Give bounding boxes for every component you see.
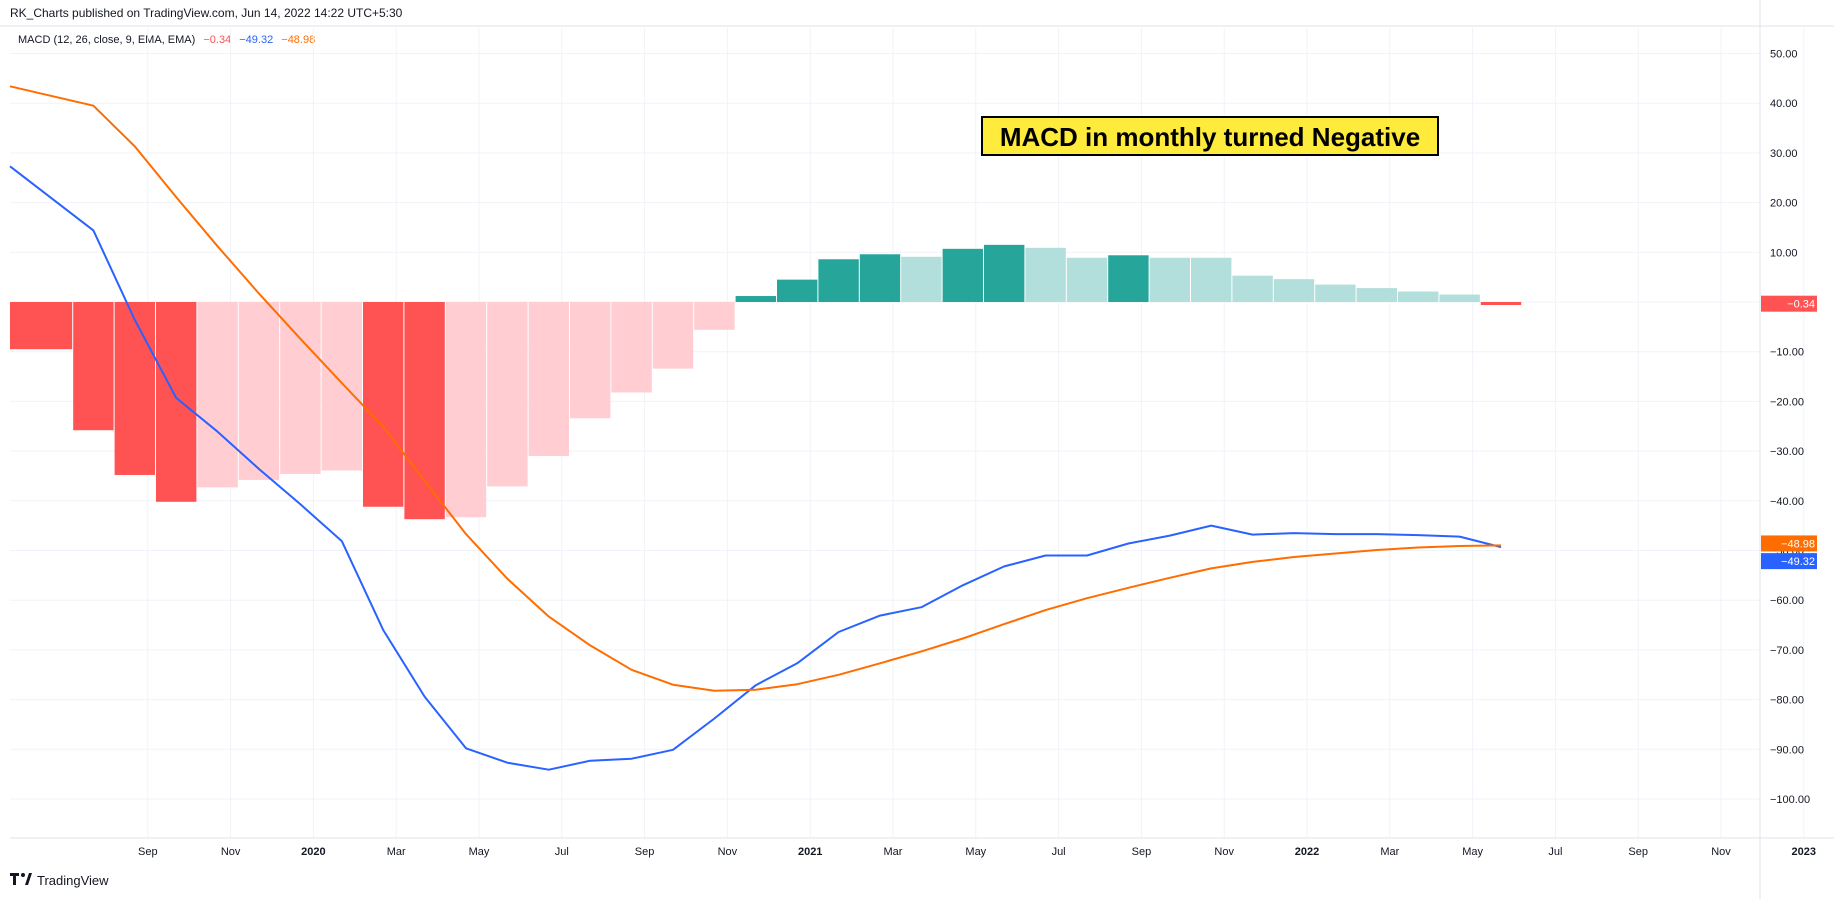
x-tick-label: May bbox=[469, 846, 490, 858]
histogram-bar bbox=[652, 302, 694, 369]
histogram-bar bbox=[942, 248, 983, 302]
y-tick-label: 30.00 bbox=[1770, 148, 1798, 160]
histogram-bar bbox=[1191, 257, 1232, 302]
x-tick-label: 2020 bbox=[301, 846, 325, 858]
y-tick-label: 50.00 bbox=[1770, 49, 1798, 61]
histogram-last-label: −0.34 bbox=[1787, 299, 1815, 311]
x-tick-label: Sep bbox=[635, 846, 655, 858]
x-tick-label: May bbox=[965, 846, 986, 858]
y-tick-label: −10.00 bbox=[1770, 347, 1804, 359]
histogram-bar bbox=[1439, 294, 1480, 302]
histogram-bar bbox=[404, 302, 445, 520]
histogram-bar bbox=[1108, 255, 1149, 302]
x-tick-label: Mar bbox=[884, 846, 903, 858]
indicator-legend: MACD (12, 26, close, 9, EMA, EMA) −0.34 … bbox=[18, 34, 320, 46]
y-tick-label: −100.00 bbox=[1770, 794, 1810, 806]
last-value-labels: −0.34 −48.98 −49.32 bbox=[1761, 295, 1817, 570]
y-tick-label: 40.00 bbox=[1770, 98, 1798, 110]
histogram-bar bbox=[818, 259, 859, 302]
macd-legend-value: −49.32 bbox=[239, 34, 274, 46]
macd-last-label-bg bbox=[1761, 553, 1817, 570]
x-tick-label: 2023 bbox=[1792, 846, 1816, 858]
tradingview-logo-icon bbox=[10, 872, 32, 888]
histogram-bar bbox=[1025, 247, 1066, 302]
y-tick-label: −80.00 bbox=[1770, 695, 1804, 707]
histogram-last-label-bg bbox=[1761, 295, 1817, 312]
x-tick-label: Nov bbox=[1711, 846, 1731, 858]
histogram-bar bbox=[1480, 302, 1522, 305]
histogram-legend-value: −0.34 bbox=[203, 34, 232, 46]
x-tick-label: 2021 bbox=[798, 846, 822, 858]
histogram-bar bbox=[1315, 284, 1356, 302]
signal-last-label: −48.98 bbox=[1781, 538, 1815, 550]
histogram-bar bbox=[238, 302, 280, 480]
publish-header: RK_Charts published on TradingView.com, … bbox=[10, 6, 403, 20]
y-tick-label: −30.00 bbox=[1770, 446, 1804, 458]
y-tick-label: −90.00 bbox=[1770, 744, 1804, 756]
annotation-box bbox=[981, 116, 1439, 156]
macd-line bbox=[9, 165, 1502, 771]
histogram bbox=[10, 244, 1522, 520]
histogram-bar bbox=[73, 302, 114, 431]
y-tick-label: −60.00 bbox=[1770, 595, 1804, 607]
y-tick-label: −40.00 bbox=[1770, 496, 1804, 508]
histogram-bar bbox=[859, 254, 901, 302]
histogram-bar bbox=[487, 302, 528, 487]
histogram-bar bbox=[1398, 291, 1439, 302]
histogram-bar bbox=[1149, 257, 1190, 302]
histogram-bar bbox=[777, 279, 818, 302]
x-tick-label: May bbox=[1462, 846, 1483, 858]
histogram-bar bbox=[114, 302, 155, 475]
x-tick-label: Nov bbox=[1214, 846, 1234, 858]
x-tick-label: Nov bbox=[221, 846, 241, 858]
histogram-bar bbox=[1066, 257, 1108, 302]
histogram-bar bbox=[1232, 275, 1273, 302]
x-tick-label: Mar bbox=[1380, 846, 1399, 858]
histogram-bar bbox=[1273, 279, 1315, 302]
histogram-bar bbox=[570, 302, 611, 419]
histogram-bar bbox=[694, 302, 735, 330]
x-tick-label: Sep bbox=[138, 846, 158, 858]
macd-last-label: −49.32 bbox=[1781, 556, 1815, 568]
histogram-bar bbox=[197, 302, 238, 488]
histogram-bar bbox=[611, 302, 652, 393]
histogram-bar bbox=[735, 296, 776, 302]
footer-brand: TradingView bbox=[37, 872, 109, 888]
x-tick-label: Jul bbox=[1052, 846, 1066, 858]
indicator-name[interactable]: MACD (12, 26, close, 9, EMA, EMA) bbox=[18, 34, 196, 46]
signal-legend-value: −48.98 bbox=[281, 34, 316, 46]
footer: TradingView bbox=[10, 872, 109, 888]
lines bbox=[9, 85, 1502, 771]
x-tick-label: Jul bbox=[555, 846, 569, 858]
signal-last-label-bg bbox=[1761, 535, 1817, 552]
annotation-text: MACD in monthly turned Negative bbox=[1000, 122, 1420, 152]
histogram-bar bbox=[321, 302, 362, 471]
histogram-bar bbox=[528, 302, 569, 457]
x-tick-label: Mar bbox=[387, 846, 406, 858]
y-tick-label: −20.00 bbox=[1770, 396, 1804, 408]
histogram-bar bbox=[901, 256, 942, 302]
x-tick-label: Nov bbox=[718, 846, 738, 858]
histogram-bar bbox=[363, 302, 404, 507]
signal-line bbox=[9, 85, 1502, 692]
annotation-group: MACD in monthly turned Negative bbox=[981, 116, 1439, 156]
x-tick-label: Sep bbox=[1628, 846, 1648, 858]
histogram-bar bbox=[10, 302, 73, 350]
histogram-bar bbox=[156, 302, 197, 502]
histogram-bar bbox=[280, 302, 321, 474]
x-tick-label: Sep bbox=[1132, 846, 1152, 858]
y-tick-label: 20.00 bbox=[1770, 198, 1798, 210]
histogram-bar bbox=[984, 244, 1025, 302]
x-tick-label: 2022 bbox=[1295, 846, 1319, 858]
histogram-bar bbox=[445, 302, 487, 518]
histogram-bar bbox=[1356, 288, 1397, 302]
x-tick-label: Jul bbox=[1548, 846, 1562, 858]
y-tick-label: 10.00 bbox=[1770, 247, 1798, 259]
y-tick-label: −70.00 bbox=[1770, 645, 1804, 657]
